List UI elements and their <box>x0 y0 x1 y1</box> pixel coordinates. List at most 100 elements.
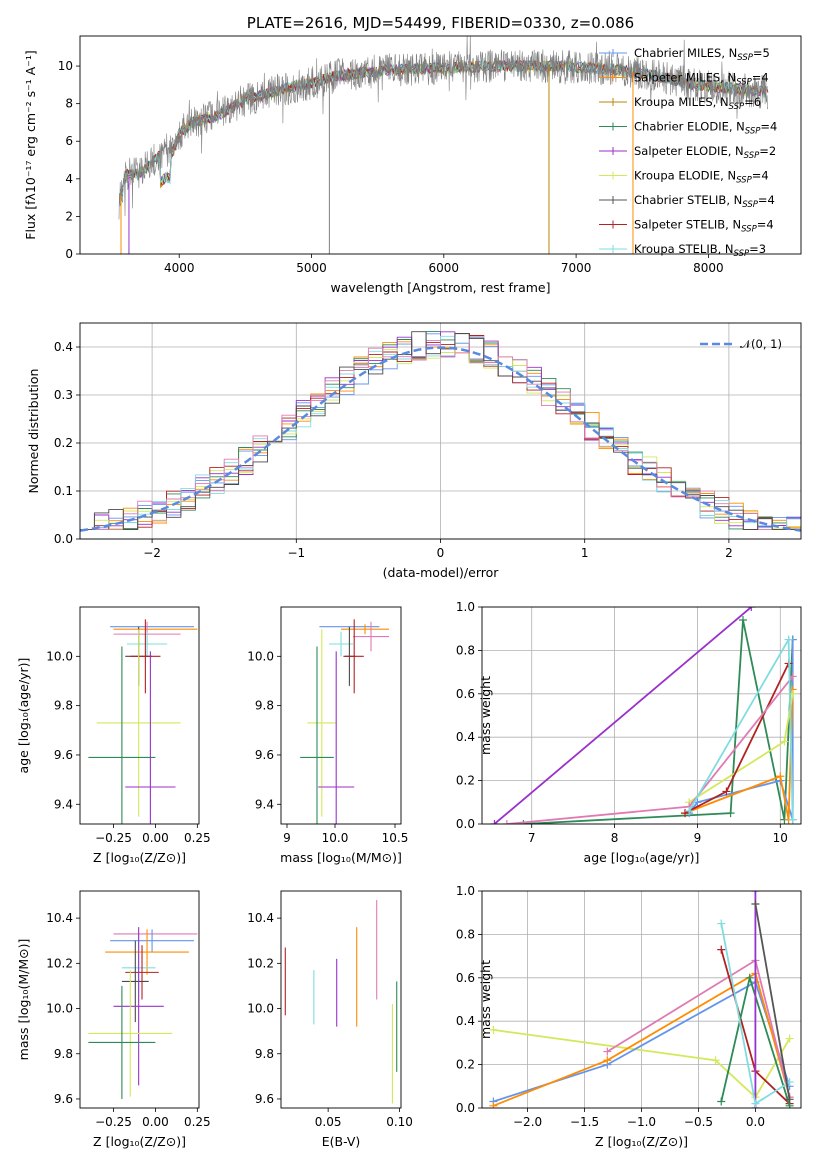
series-line <box>684 689 794 820</box>
plot-area <box>300 619 389 824</box>
x-tick-label: 0.25 <box>184 1115 211 1129</box>
series-marker <box>785 1034 794 1043</box>
plot-area <box>284 900 398 1104</box>
series-marker <box>490 820 499 824</box>
y-axis-label: Flux [fλ10⁻¹⁷ erg cm⁻² s⁻¹ A⁻¹] <box>23 50 38 239</box>
x-tick-label: 9 <box>694 831 702 845</box>
x-tick-label: 7000 <box>561 261 592 275</box>
error-bar-point <box>110 929 194 953</box>
legend-label: Kroupa STELIB, NSSP=3 <box>634 242 766 259</box>
y-tick-label: 0.6 <box>456 971 475 985</box>
y-axis-label: age [log₁₀(age/yr)] <box>16 658 31 774</box>
series-marker <box>751 891 760 895</box>
axes-frame <box>79 606 200 825</box>
plot-area <box>490 607 797 824</box>
y-tick-label: 0.0 <box>456 817 475 831</box>
axes-frame <box>280 606 402 825</box>
y-tick-label: 1.0 <box>456 600 475 614</box>
series-line <box>493 1029 791 1099</box>
series-marker <box>722 787 731 796</box>
y-tick-label: 0.2 <box>456 774 475 788</box>
y-tick-label: 9.6 <box>54 748 73 762</box>
series-marker <box>519 820 528 824</box>
y-tick-label: 0.8 <box>456 927 475 941</box>
y-tick-label: 0.3 <box>54 388 73 402</box>
series-marker <box>685 806 694 815</box>
y-tick-label: 10.4 <box>46 911 73 925</box>
series-marker <box>751 1099 760 1108</box>
x-tick-label: 4000 <box>164 261 195 275</box>
error-bar-point <box>125 651 176 824</box>
y-tick-label: 0.6 <box>456 687 475 701</box>
x-tick-label: −1.5 <box>570 1115 599 1129</box>
plot-2: −2 −1 0 1 2 0.0 0.1 0.2 0.3 0.4 (data-model)/error… <box>26 322 802 580</box>
legend-item: Chabrier ELODIE, NSSP=4 <box>599 120 777 137</box>
error-bar-point <box>130 619 161 694</box>
series-marker <box>717 919 726 928</box>
x-tick-label: −0.25 <box>95 831 132 845</box>
legend-item: Kroupa ELODIE, NSSP=4 <box>599 169 769 186</box>
error-bar-point <box>113 927 164 1086</box>
chart-title: PLATE=2616, MJD=54499, FIBERID=0330, z=0… <box>247 14 634 32</box>
series-line <box>754 903 791 1100</box>
y-tick-label: 0.8 <box>456 643 475 657</box>
x-tick-label: 6000 <box>429 261 460 275</box>
x-tick-label: 0.00 <box>142 831 169 845</box>
y-tick-label: 0.0 <box>456 1101 475 1115</box>
legend-label: Salpeter STELIB, NSSP=4 <box>634 218 774 235</box>
error-bar-point <box>88 985 156 1099</box>
error-bar-point <box>105 929 189 975</box>
series-marker <box>788 815 797 824</box>
y-tick-label: 1.0 <box>456 884 475 898</box>
y-tick-label: 9.8 <box>54 699 73 713</box>
legend-label: Kroupa ELODIE, NSSP=4 <box>634 169 769 186</box>
series-marker <box>603 1047 612 1056</box>
y-tick-label: 9.8 <box>54 1047 73 1061</box>
legend-item: Chabrier MILES, NSSP=5 <box>599 46 770 63</box>
series-marker <box>739 616 747 625</box>
x-tick-label: −2 <box>143 546 161 560</box>
x-tick-label: 8000 <box>693 261 724 275</box>
axes-frame <box>481 606 802 825</box>
series-line <box>493 972 791 1107</box>
y-tick-label: 0.1 <box>54 484 73 498</box>
error-bar-point <box>353 621 389 652</box>
error-bar-point <box>300 646 334 824</box>
series-marker <box>776 772 785 781</box>
y-tick-label: 10.0 <box>247 649 274 663</box>
series-marker <box>603 1056 612 1065</box>
x-tick-label: 0.10 <box>386 1115 413 1129</box>
x-tick-label: 10.0 <box>322 831 349 845</box>
x-axis-label: mass [log₁₀(M/M⊙)] <box>280 850 402 865</box>
legend-label: Salpeter MILES, NSSP=4 <box>634 71 769 88</box>
legend-label: Chabrier ELODIE, NSSP=4 <box>634 120 777 137</box>
series-marker <box>502 820 511 824</box>
x-axis-label: Z [log₁₀(Z/Z⊙)] <box>595 1134 688 1149</box>
legend-label: Salpeter ELODIE, NSSP=2 <box>634 144 776 161</box>
error-bar-point <box>307 629 337 817</box>
plot-area <box>88 927 198 1099</box>
y-tick-label: 2 <box>65 209 73 223</box>
y-axis-label: mass weight <box>478 676 493 755</box>
series-marker <box>717 1097 726 1106</box>
series-marker <box>747 607 756 611</box>
series-marker <box>726 809 735 818</box>
series-line <box>506 675 794 824</box>
legend-item: Chabrier STELIB, NSSP=4 <box>599 193 775 210</box>
x-tick-label: 0.00 <box>142 1115 169 1129</box>
y-tick-label: 9.8 <box>255 1047 274 1061</box>
y-tick-label: 0.2 <box>54 436 73 450</box>
y-tick-label: 9.4 <box>255 797 274 811</box>
y-tick-label: 0.0 <box>54 532 73 546</box>
x-tick-label: 5000 <box>296 261 327 275</box>
series-marker <box>745 973 754 982</box>
y-tick-label: 4 <box>65 172 73 186</box>
legend-label: Kroupa MILES, NSSP=6 <box>634 95 761 112</box>
x-tick-label: 0.05 <box>315 1115 342 1129</box>
series-line <box>493 607 752 824</box>
x-tick-label: 10.5 <box>382 831 409 845</box>
x-tick-label: 2 <box>725 546 733 560</box>
legend-item: Kroupa STELIB, NSSP=3 <box>599 242 766 259</box>
series-marker <box>681 809 689 818</box>
